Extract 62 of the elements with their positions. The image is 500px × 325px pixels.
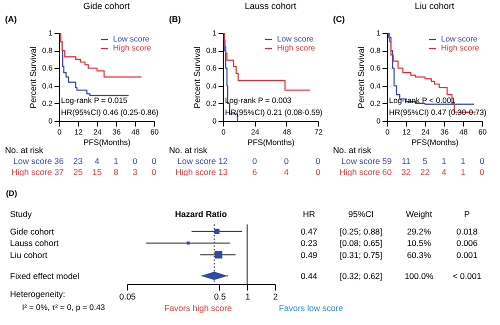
text: High score 13 6 4 0	[175, 167, 320, 177]
x-tick-label: 2	[273, 292, 278, 302]
text: 0.018	[456, 226, 478, 236]
y-tick-label: Fixed effect model	[10, 270, 80, 281]
y-axis-title: Percent Survival	[356, 46, 366, 108]
legend-label: Low score	[113, 34, 150, 44]
text: I² = 0%, τ² = 0, p = 0.43	[22, 303, 106, 312]
x-tick-label: 1	[245, 292, 250, 302]
text: 0.23	[300, 238, 318, 248]
x-axis-title: PFS(Months)	[247, 138, 295, 147]
x-tick-label: 0.5	[214, 292, 226, 302]
text: (D)	[6, 189, 18, 198]
text: [0.25; 0.88]	[340, 226, 382, 236]
legend-label: High score	[441, 44, 480, 52]
chart-title: Lauss cohort	[244, 1, 297, 11]
text: Heterogeneity:	[10, 289, 66, 299]
text: (C)	[333, 14, 345, 24]
text: (B)	[169, 14, 181, 24]
legend-label: High score	[277, 44, 316, 52]
text: 60.3%	[406, 250, 432, 260]
text: High score 60 32 22 4 1 0	[339, 167, 484, 177]
text: High score 37 25 15 8 3 0	[11, 167, 156, 177]
y-axis-title: Percent Survival	[28, 46, 38, 108]
text: 0.49	[300, 250, 318, 260]
chart-title: Liu cohort	[414, 1, 455, 11]
x-axis-title: Hazard Ratio	[175, 208, 227, 219]
text: Low score 59 11 5 1 1 0	[341, 156, 484, 166]
text: Favors high score	[164, 303, 232, 313]
text: [0.08; 0.65]	[340, 238, 382, 248]
text: Low score 36 23 4 1 0 0	[13, 156, 156, 166]
chart-title: Gide cohort	[83, 1, 130, 11]
text: HR	[302, 208, 316, 219]
x-tick-label: 0.05	[119, 292, 136, 302]
legend-label: High score	[113, 44, 152, 52]
text: Favors low score	[278, 303, 344, 313]
text: (A)	[5, 14, 17, 24]
text: 95%CI	[348, 208, 374, 219]
text: No. at risk	[333, 145, 372, 155]
text: 0.001	[456, 250, 478, 260]
text: Low score 12 0 0 0	[177, 156, 320, 166]
legend-label: Low score	[277, 34, 314, 44]
text: [0.32; 0.62]	[340, 270, 382, 281]
text: No. at risk	[169, 145, 208, 155]
text: No. at risk	[5, 145, 44, 155]
legend-label: Low score	[441, 34, 478, 44]
text: 0.006	[456, 238, 478, 248]
text: [0.31; 0.75]	[340, 250, 382, 260]
y-tick-label: Gide cohort	[10, 226, 55, 236]
text: 10.5%	[406, 238, 432, 248]
text: 29.2%	[406, 226, 432, 236]
x-axis-title: PFS(Months)	[411, 138, 459, 147]
text: P	[464, 208, 470, 219]
text: 100.0%	[404, 270, 434, 281]
x-axis-title: PFS(Months)	[83, 138, 131, 147]
text: < 0.001	[452, 270, 482, 281]
y-tick-label: Liu cohort	[10, 250, 48, 260]
y-tick-label: Lauss cohort	[10, 238, 60, 248]
y-axis-title: Percent Survival	[192, 46, 202, 108]
text: 0.44	[300, 270, 318, 281]
text: Weight	[406, 208, 433, 219]
text: 0.47	[300, 226, 318, 236]
text: Study	[10, 208, 32, 219]
